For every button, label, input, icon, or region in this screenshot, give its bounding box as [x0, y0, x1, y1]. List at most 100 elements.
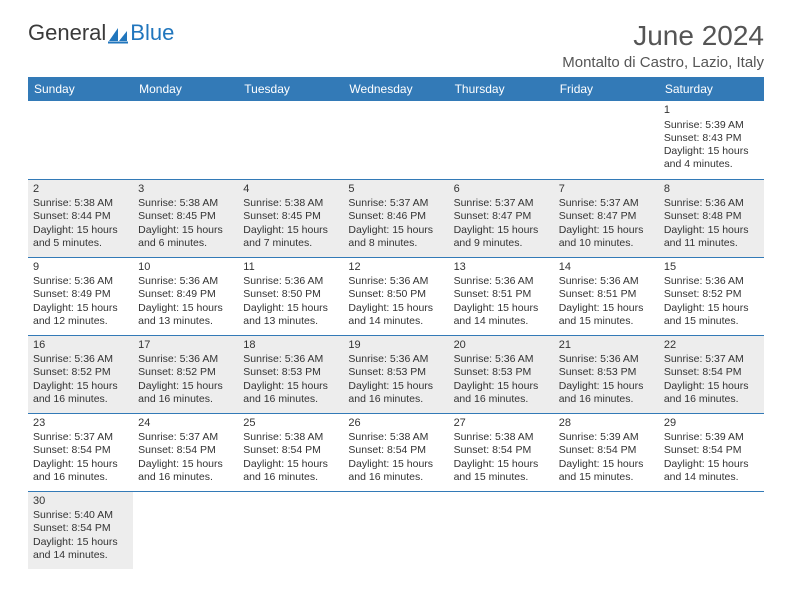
calendar-cell: 9 Sunrise: 5:36 AM Sunset: 8:49 PM Dayli… — [28, 257, 133, 335]
daylight-1: Daylight: 15 hours — [33, 302, 128, 315]
daylight-1: Daylight: 15 hours — [243, 380, 338, 393]
day-number: 24 — [138, 417, 233, 431]
weekday-header: Sunday — [28, 77, 133, 101]
calendar-page: General Blue June 2024 Montalto di Castr… — [0, 0, 792, 589]
daylight-1: Daylight: 15 hours — [348, 224, 443, 237]
calendar-cell-empty — [449, 101, 554, 179]
month-title: June 2024 — [562, 20, 764, 52]
day-number: 26 — [348, 417, 443, 431]
daylight-1: Daylight: 15 hours — [33, 458, 128, 471]
daylight-1: Daylight: 15 hours — [33, 224, 128, 237]
sunrise: Sunrise: 5:36 AM — [348, 275, 443, 288]
daylight-1: Daylight: 15 hours — [138, 458, 233, 471]
daylight-2: and 16 minutes. — [559, 393, 654, 406]
sunrise: Sunrise: 5:37 AM — [454, 197, 549, 210]
sunset: Sunset: 8:51 PM — [454, 288, 549, 301]
daylight-2: and 9 minutes. — [454, 237, 549, 250]
sunset: Sunset: 8:45 PM — [138, 210, 233, 223]
sunset: Sunset: 8:54 PM — [454, 444, 549, 457]
calendar-cell-empty — [449, 491, 554, 569]
calendar-cell: 17 Sunrise: 5:36 AM Sunset: 8:52 PM Dayl… — [133, 335, 238, 413]
calendar-cell: 30 Sunrise: 5:40 AM Sunset: 8:54 PM Dayl… — [28, 491, 133, 569]
sunset: Sunset: 8:50 PM — [243, 288, 338, 301]
daylight-1: Daylight: 15 hours — [664, 458, 759, 471]
logo-text-2: Blue — [130, 20, 174, 46]
day-number: 7 — [559, 183, 654, 197]
daylight-2: and 16 minutes. — [454, 393, 549, 406]
daylight-2: and 14 minutes. — [664, 471, 759, 484]
weekday-header: Monday — [133, 77, 238, 101]
sunrise: Sunrise: 5:36 AM — [33, 275, 128, 288]
day-number: 17 — [138, 339, 233, 353]
day-number: 12 — [348, 261, 443, 275]
day-number: 18 — [243, 339, 338, 353]
daylight-2: and 15 minutes. — [664, 315, 759, 328]
sunrise: Sunrise: 5:36 AM — [243, 353, 338, 366]
calendar-cell: 6 Sunrise: 5:37 AM Sunset: 8:47 PM Dayli… — [449, 179, 554, 257]
daylight-2: and 16 minutes. — [243, 471, 338, 484]
calendar-cell: 24 Sunrise: 5:37 AM Sunset: 8:54 PM Dayl… — [133, 413, 238, 491]
daylight-2: and 14 minutes. — [348, 315, 443, 328]
calendar-cell-empty — [133, 101, 238, 179]
calendar-cell-empty — [133, 491, 238, 569]
weekday-header: Friday — [554, 77, 659, 101]
daylight-1: Daylight: 15 hours — [664, 380, 759, 393]
daylight-2: and 4 minutes. — [664, 158, 759, 171]
day-number: 6 — [454, 183, 549, 197]
weekday-header-row: Sunday Monday Tuesday Wednesday Thursday… — [28, 77, 764, 101]
daylight-1: Daylight: 15 hours — [454, 458, 549, 471]
sunset: Sunset: 8:53 PM — [559, 366, 654, 379]
daylight-2: and 15 minutes. — [454, 471, 549, 484]
calendar-cell: 11 Sunrise: 5:36 AM Sunset: 8:50 PM Dayl… — [238, 257, 343, 335]
calendar-cell: 28 Sunrise: 5:39 AM Sunset: 8:54 PM Dayl… — [554, 413, 659, 491]
calendar-cell: 16 Sunrise: 5:36 AM Sunset: 8:52 PM Dayl… — [28, 335, 133, 413]
daylight-1: Daylight: 15 hours — [454, 302, 549, 315]
daylight-2: and 15 minutes. — [559, 471, 654, 484]
sunset: Sunset: 8:46 PM — [348, 210, 443, 223]
calendar-cell-empty — [28, 101, 133, 179]
calendar-cell-empty — [238, 101, 343, 179]
calendar-cell-empty — [659, 491, 764, 569]
daylight-2: and 8 minutes. — [348, 237, 443, 250]
sunrise: Sunrise: 5:40 AM — [33, 509, 128, 522]
sunrise: Sunrise: 5:36 AM — [664, 197, 759, 210]
calendar-cell: 23 Sunrise: 5:37 AM Sunset: 8:54 PM Dayl… — [28, 413, 133, 491]
daylight-1: Daylight: 15 hours — [348, 302, 443, 315]
day-number: 20 — [454, 339, 549, 353]
daylight-2: and 16 minutes. — [33, 393, 128, 406]
daylight-1: Daylight: 15 hours — [559, 302, 654, 315]
location: Montalto di Castro, Lazio, Italy — [562, 54, 764, 71]
calendar-cell: 2 Sunrise: 5:38 AM Sunset: 8:44 PM Dayli… — [28, 179, 133, 257]
daylight-2: and 11 minutes. — [664, 237, 759, 250]
sunrise: Sunrise: 5:36 AM — [243, 275, 338, 288]
sunrise: Sunrise: 5:38 AM — [138, 197, 233, 210]
day-number: 9 — [33, 261, 128, 275]
logo-text-1: General — [28, 20, 106, 46]
daylight-1: Daylight: 15 hours — [348, 458, 443, 471]
calendar-row: 1 Sunrise: 5:39 AM Sunset: 8:43 PM Dayli… — [28, 101, 764, 179]
sunset: Sunset: 8:53 PM — [243, 366, 338, 379]
sunset: Sunset: 8:47 PM — [559, 210, 654, 223]
sunrise: Sunrise: 5:36 AM — [348, 353, 443, 366]
day-number: 14 — [559, 261, 654, 275]
daylight-1: Daylight: 15 hours — [138, 224, 233, 237]
sunrise: Sunrise: 5:36 AM — [138, 353, 233, 366]
sunset: Sunset: 8:53 PM — [348, 366, 443, 379]
weekday-header: Thursday — [449, 77, 554, 101]
calendar-cell: 14 Sunrise: 5:36 AM Sunset: 8:51 PM Dayl… — [554, 257, 659, 335]
sunset: Sunset: 8:54 PM — [138, 444, 233, 457]
sunset: Sunset: 8:54 PM — [348, 444, 443, 457]
daylight-1: Daylight: 15 hours — [664, 145, 759, 158]
day-number: 16 — [33, 339, 128, 353]
calendar-cell: 27 Sunrise: 5:38 AM Sunset: 8:54 PM Dayl… — [449, 413, 554, 491]
calendar-cell: 4 Sunrise: 5:38 AM Sunset: 8:45 PM Dayli… — [238, 179, 343, 257]
day-number: 22 — [664, 339, 759, 353]
sunrise: Sunrise: 5:36 AM — [454, 353, 549, 366]
sunset: Sunset: 8:48 PM — [664, 210, 759, 223]
daylight-2: and 14 minutes. — [454, 315, 549, 328]
calendar-table: Sunday Monday Tuesday Wednesday Thursday… — [28, 77, 764, 569]
sunset: Sunset: 8:47 PM — [454, 210, 549, 223]
daylight-2: and 5 minutes. — [33, 237, 128, 250]
daylight-1: Daylight: 15 hours — [243, 458, 338, 471]
day-number: 29 — [664, 417, 759, 431]
